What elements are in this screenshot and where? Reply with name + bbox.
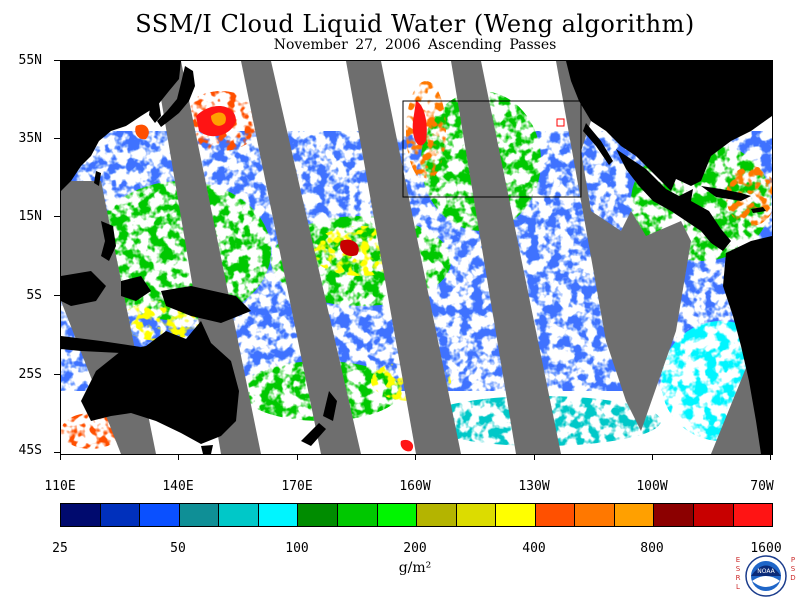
lon-tick: [297, 454, 298, 460]
lat-label-35n: 35N: [18, 131, 42, 146]
colorbar-swatch-7: [337, 504, 378, 526]
lon-label-170e: 170E: [281, 479, 313, 494]
colorbar-swatch-3: [179, 504, 220, 526]
lon-tick: [178, 454, 179, 460]
colorbar-swatch-2: [140, 504, 180, 526]
colorbar-label-50: 50: [170, 541, 186, 556]
lon-label-70w: 70W: [750, 479, 774, 494]
colorbar-label-200: 200: [403, 541, 427, 556]
lat-tick: [54, 452, 60, 453]
lon-label-160w: 160W: [399, 479, 431, 494]
lat-label-45s: 45S: [18, 443, 42, 458]
highlight-region-box: [402, 100, 582, 198]
lon-label-140e: 140E: [162, 479, 194, 494]
lon-tick: [652, 454, 653, 460]
svg-text:NOAA: NOAA: [757, 568, 775, 575]
lat-tick: [54, 216, 60, 217]
colorbar-label-400: 400: [522, 541, 546, 556]
noaa-logo: NOAA: [745, 555, 787, 597]
lon-tick: [60, 454, 61, 460]
land-masses: [61, 61, 772, 454]
lat-tick: [54, 295, 60, 296]
lon-tick: [770, 454, 771, 460]
colorbar-swatch-16: [694, 504, 734, 526]
lon-tick: [415, 454, 416, 460]
map-title: SSM/I Cloud Liquid Water (Weng algorithm…: [135, 10, 695, 38]
lat-label-15n: 15N: [18, 209, 42, 224]
colorbar-swatch-11: [496, 504, 536, 526]
lon-tick: [534, 454, 535, 460]
cloud-liquid-water-map: [60, 60, 773, 455]
map-subtitle: November 27, 2006 Ascending Passes: [273, 37, 557, 53]
colorbar-swatch-13: [575, 504, 615, 526]
colorbar-swatch-8: [377, 504, 418, 526]
colorbar-swatch-6: [298, 504, 338, 526]
location-marker: [556, 118, 565, 127]
colorbar-label-1600: 1600: [750, 541, 782, 556]
colorbar-swatch-17: [733, 504, 773, 526]
colorbar-swatch-0: [61, 504, 101, 526]
colorbar-label-100: 100: [285, 541, 309, 556]
colorbar-swatch-4: [219, 504, 259, 526]
lat-label-5s: 5S: [26, 288, 42, 303]
colorbar-swatch-5: [258, 504, 299, 526]
color-scale-bar: [60, 503, 773, 527]
lon-label-100w: 100W: [636, 479, 668, 494]
lon-label-110e: 110E: [44, 479, 76, 494]
lat-tick: [54, 374, 60, 375]
colorbar-swatch-14: [614, 504, 655, 526]
colorbar-swatch-1: [100, 504, 141, 526]
colorbar-units: g/m²: [398, 560, 432, 576]
colorbar-swatch-10: [456, 504, 497, 526]
lat-tick: [54, 60, 60, 61]
lon-label-130w: 130W: [518, 479, 550, 494]
lat-label-55n: 55N: [18, 53, 42, 68]
colorbar-label-25: 25: [52, 541, 68, 556]
colorbar-swatch-9: [417, 504, 457, 526]
lat-label-25s: 25S: [18, 367, 42, 382]
colorbar-swatch-15: [654, 504, 694, 526]
heavy-cloud-water-cores: [135, 101, 427, 452]
colorbar-label-800: 800: [640, 541, 664, 556]
colorbar-swatch-12: [535, 504, 576, 526]
lat-tick: [54, 138, 60, 139]
